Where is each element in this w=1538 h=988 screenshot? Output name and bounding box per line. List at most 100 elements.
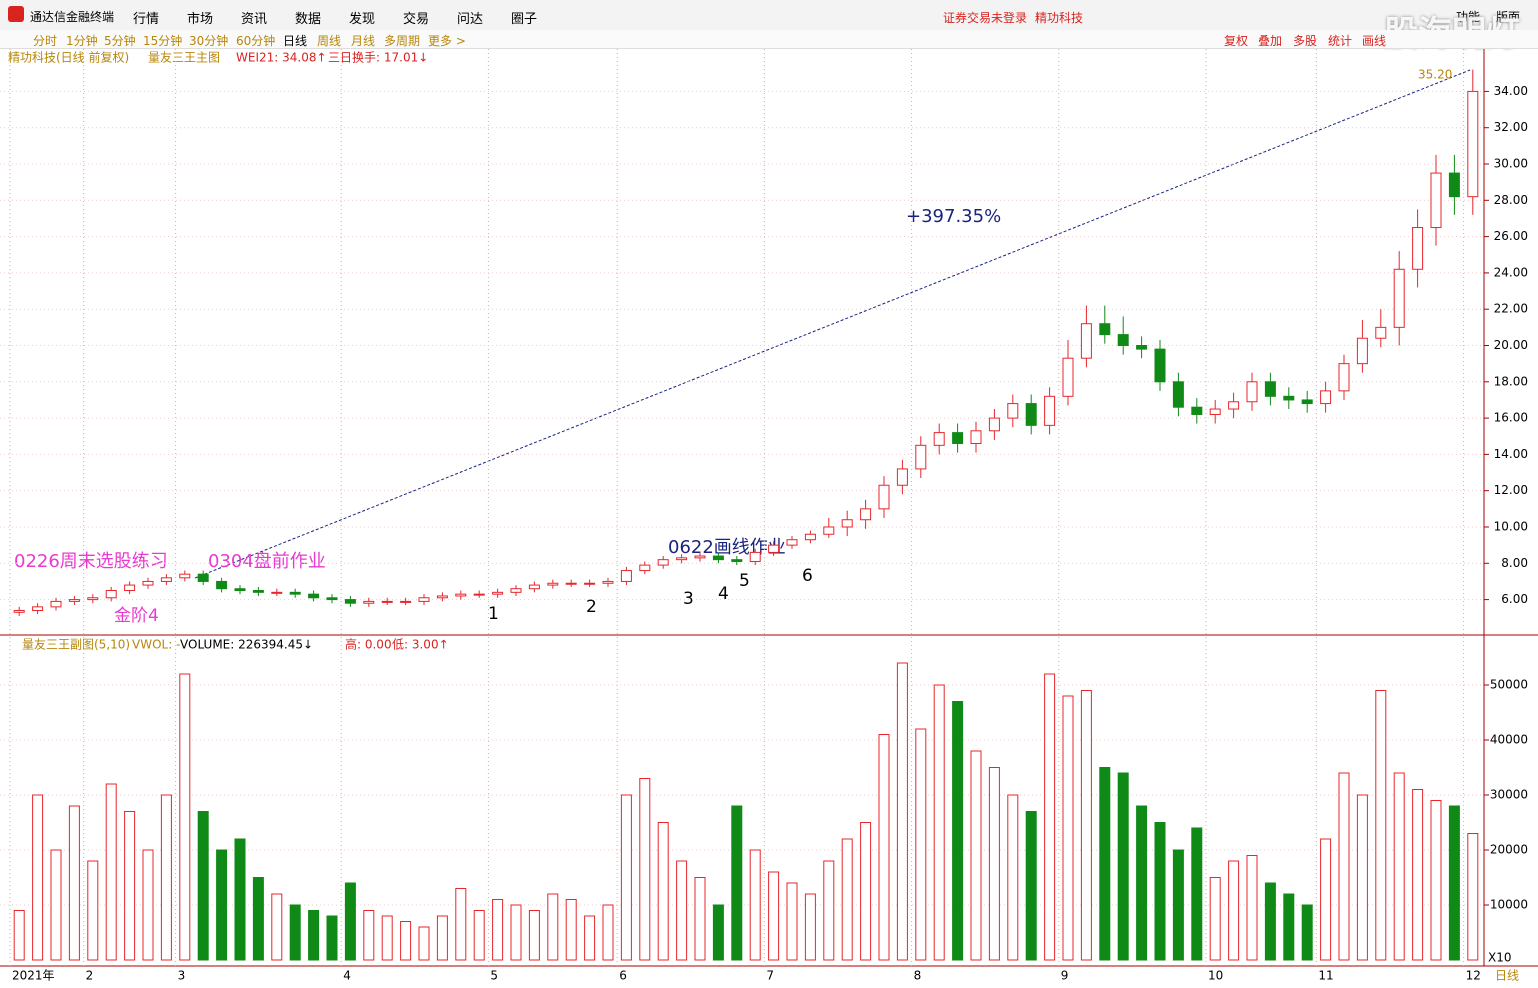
period-button[interactable]: 分时 [33, 34, 58, 48]
volume-bar [1080, 690, 1092, 961]
period-button[interactable]: 60分钟 [236, 34, 276, 48]
candle-body [1117, 334, 1129, 346]
period-button[interactable]: 日线 [283, 34, 308, 48]
menu-item[interactable]: 市场 [187, 12, 214, 27]
y-tick-label: 22.00 [1494, 302, 1528, 316]
candle-body [1338, 363, 1350, 392]
period-button[interactable]: 1分钟 [66, 34, 98, 48]
volume-bar [1283, 893, 1295, 961]
volume-bar [1154, 822, 1166, 961]
candle-body [216, 580, 228, 590]
annotation: +397.35% [906, 206, 1001, 227]
candle-body [363, 600, 375, 604]
volume-bar [400, 921, 412, 961]
volume-bar [179, 673, 191, 961]
candle-body [1136, 345, 1148, 350]
candle-body [1320, 390, 1332, 405]
candle-body [878, 484, 890, 510]
volume-bar [639, 778, 651, 961]
period-button[interactable]: 30分钟 [189, 34, 229, 48]
candle-body [731, 559, 743, 562]
period-button[interactable]: 月线 [351, 34, 376, 48]
candle-body [1301, 399, 1313, 405]
tool-button[interactable]: 统计 [1328, 34, 1353, 48]
candle-body [197, 573, 209, 582]
volume-bar [1228, 860, 1240, 961]
period-button[interactable]: 15分钟 [143, 34, 183, 48]
period-button[interactable]: 多周期 [384, 34, 421, 48]
volume-bar [1209, 877, 1221, 961]
menu-item[interactable]: 功能 [1456, 10, 1481, 24]
menu-item[interactable]: 问达 [457, 12, 484, 27]
candle-body [326, 597, 338, 601]
y-tick-label: 10.00 [1494, 519, 1528, 533]
menu-item[interactable]: 圈子 [511, 12, 538, 27]
candle-body [1154, 348, 1166, 383]
volume-bar [657, 822, 669, 961]
volume-bar [1191, 827, 1203, 961]
volume-bar [823, 860, 835, 961]
period-button[interactable]: 周线 [317, 34, 342, 48]
candle-body [749, 551, 761, 562]
tool-button[interactable]: 多股 [1293, 34, 1318, 48]
x-tick-label: 5 [490, 969, 498, 983]
main-header: 量友三王主图 [148, 51, 220, 65]
x-tick-label: 9 [1061, 969, 1069, 983]
y-tick-label: 20.00 [1494, 338, 1528, 352]
volume-bar [1117, 772, 1129, 961]
volume-bar [13, 910, 25, 961]
y-tick-label: 8.00 [1501, 556, 1528, 570]
volume-bar [712, 904, 724, 961]
volume-bar [1099, 767, 1111, 961]
volume-bar [455, 888, 467, 961]
candle-body [473, 593, 485, 596]
candle-body [1209, 408, 1221, 415]
y-tick-label: 10000 [1490, 898, 1528, 912]
period-button[interactable]: 5分钟 [104, 34, 136, 48]
volume-bar [952, 701, 964, 961]
y-tick-label: 32.00 [1494, 120, 1528, 134]
candle-body [1375, 326, 1387, 339]
candle-body [308, 593, 320, 599]
period-tab[interactable]: 日线 [1495, 969, 1519, 983]
period-button[interactable]: 更多 > [428, 34, 466, 48]
volume-bar [1044, 673, 1056, 961]
menu-item[interactable]: 交易 [403, 12, 430, 27]
volume-bar [1393, 772, 1405, 961]
menu-item[interactable]: 发现 [349, 12, 376, 27]
candle-body [933, 432, 945, 446]
tool-button[interactable]: 复权 [1224, 34, 1249, 48]
volume-bar [749, 849, 761, 961]
candle-body [344, 599, 356, 604]
y-tick-label: 6.00 [1501, 592, 1528, 606]
tool-button[interactable]: 叠加 [1258, 34, 1283, 48]
candle-body [1062, 357, 1074, 397]
candle-body [492, 591, 504, 595]
tool-button[interactable]: 画线 [1362, 34, 1387, 48]
candle-body [786, 539, 798, 546]
sub-header: VWOL: - [132, 638, 180, 652]
candle-body [639, 564, 651, 572]
volume-bar [381, 915, 393, 961]
login-status[interactable]: 证券交易未登录 [943, 11, 1028, 25]
menu-item[interactable]: 版面 [1496, 10, 1521, 24]
volume-bar [234, 838, 246, 961]
x-tick-label: 7 [766, 969, 774, 983]
volume-bar [326, 915, 338, 961]
menu-item[interactable]: 行情 [133, 12, 160, 27]
volume-bar [1025, 811, 1037, 961]
candle-body [1283, 395, 1295, 401]
candle-body [768, 544, 780, 553]
sub-header: 低: 3.00↑ [392, 638, 449, 652]
menu-item[interactable]: 资讯 [241, 12, 268, 27]
candle-body [860, 508, 872, 521]
volume-bar [841, 838, 853, 961]
volume-bar [344, 882, 356, 961]
app-name: 通达信金融终端 [30, 10, 115, 24]
candle-body [676, 557, 688, 561]
volume-bar [510, 904, 522, 961]
x-tick-label: 2021年 [12, 969, 55, 983]
candle-body [455, 593, 467, 597]
menu-item[interactable]: 数据 [295, 12, 322, 27]
main-header: WEI21: 34.08↑ [236, 51, 327, 65]
